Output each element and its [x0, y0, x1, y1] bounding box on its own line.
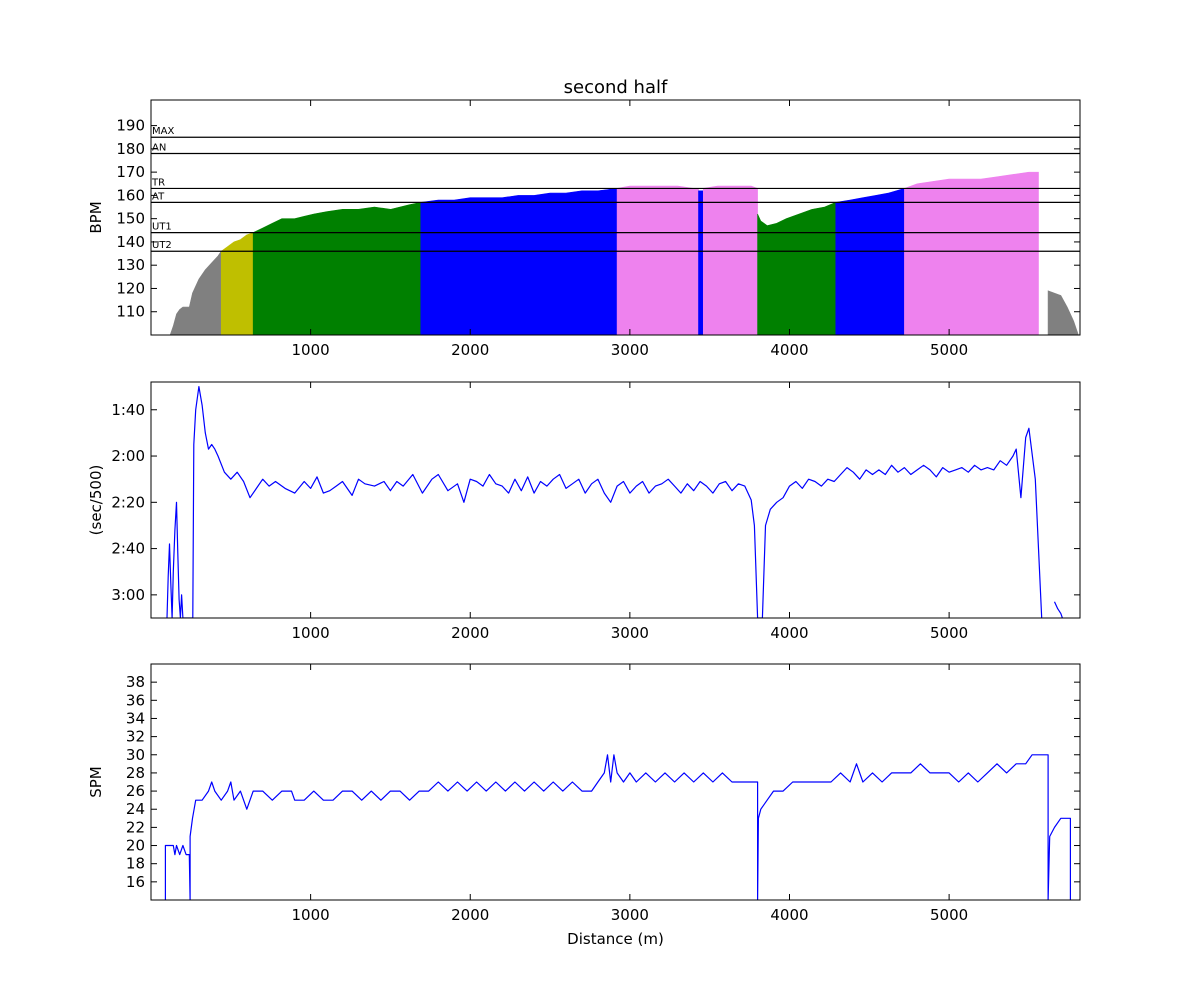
y-tick-label: 30 [126, 746, 145, 764]
y-tick-label: 22 [126, 818, 145, 836]
y-tick-label: 32 [126, 728, 145, 746]
x-tick-label: 5000 [930, 624, 968, 642]
y-tick-label: 20 [126, 837, 145, 855]
axes-frame [150, 663, 1081, 901]
x-tick-label: 3000 [611, 341, 649, 359]
y-tick-label: 130 [116, 256, 145, 274]
pace-panel: 1000 2000 3000 4000 5000 1:40 2:00 2:20 2:40 3:00… [87, 381, 1081, 642]
hr-zone-area-rest-0 [169, 250, 222, 335]
zone-label-an: AN [152, 143, 166, 154]
y-tick-label: 18 [126, 855, 145, 873]
series-line-0 [166, 386, 1043, 618]
stroke-rate-panel: 1000 2000 3000 4000 5000 16182022242628303234… [87, 663, 1081, 948]
zone-label-ut2: UT2 [152, 240, 172, 251]
hr-zone-area-rest-10 [1047, 290, 1079, 335]
hr-zone-area-at-8 [835, 188, 905, 335]
x-tick-label: 4000 [770, 624, 808, 642]
y-tick-label: 38 [126, 673, 145, 691]
x-tick-label: 5000 [930, 341, 968, 359]
hr-zone-area-at-3 [420, 188, 618, 335]
hr-zone-area-tr-4 [616, 185, 699, 335]
x-tick-label: 1000 [292, 341, 330, 359]
y-tick-label: 2:20 [111, 493, 145, 511]
x-tick-label: 4000 [770, 906, 808, 924]
plot-area [169, 171, 1079, 335]
y-axis-label: BPM [87, 201, 105, 233]
y-tick-label: 110 [116, 303, 145, 321]
y-tick-label: 3:00 [111, 586, 145, 604]
x-tick-label: 2000 [451, 906, 489, 924]
hr-zone-area-tr-6 [702, 185, 758, 335]
y-tick-label: 190 [116, 117, 145, 135]
y-tick-label: 150 [116, 210, 145, 228]
x-tick-label: 2000 [451, 624, 489, 642]
heart-rate-panel: MAX AN TR AT UT1 UT2 1000 2000 3000 4000 5000 110 12… [87, 77, 1081, 359]
y-tick-label: 180 [116, 140, 145, 158]
x-tick-label: 3000 [611, 906, 649, 924]
y-tick-label: 140 [116, 233, 145, 251]
axes-frame [150, 99, 1081, 336]
y-tick-label: 24 [126, 800, 145, 818]
y-tick-label: 160 [116, 186, 145, 204]
plot-area [164, 754, 1071, 900]
y-tick-label: 36 [126, 691, 145, 709]
y-tick-label: 26 [126, 782, 145, 800]
y-tick-label: 16 [126, 873, 145, 891]
x-axis-label: Distance (m) [567, 930, 664, 948]
y-tick-label: 1:40 [111, 401, 145, 419]
y-axis-label: (sec/500) [87, 465, 105, 536]
y-tick-label: 120 [116, 279, 145, 297]
x-tick-label: 1000 [292, 906, 330, 924]
y-tick-label: 170 [116, 163, 145, 181]
hr-zone-area-at-5 [698, 190, 704, 335]
chart-title: second half [564, 77, 668, 98]
zone-label-tr: TR [151, 177, 165, 188]
hr-zone-area-ut1-2 [252, 202, 422, 335]
series-line-0 [164, 754, 1071, 900]
hr-zone-area-ut2-1 [220, 232, 254, 335]
x-tick-label: 3000 [611, 624, 649, 642]
x-tick-label: 2000 [451, 341, 489, 359]
y-tick-label: 2:40 [111, 540, 145, 558]
y-tick-label: 34 [126, 709, 145, 727]
x-tick-label: 4000 [770, 341, 808, 359]
y-tick-label: 28 [126, 764, 145, 782]
axes-frame [150, 381, 1081, 619]
x-tick-label: 1000 [292, 624, 330, 642]
zone-label-ut1: UT1 [152, 222, 172, 233]
zone-label-max: MAX [152, 126, 174, 137]
plot-area [166, 386, 1063, 618]
series-line-1 [1053, 601, 1063, 618]
x-tick-label: 5000 [930, 906, 968, 924]
zone-label-at: AT [152, 191, 165, 202]
y-axis-label: SPM [87, 766, 105, 798]
hr-zone-area-tr-9 [904, 171, 1039, 335]
y-tick-label: 2:00 [111, 447, 145, 465]
